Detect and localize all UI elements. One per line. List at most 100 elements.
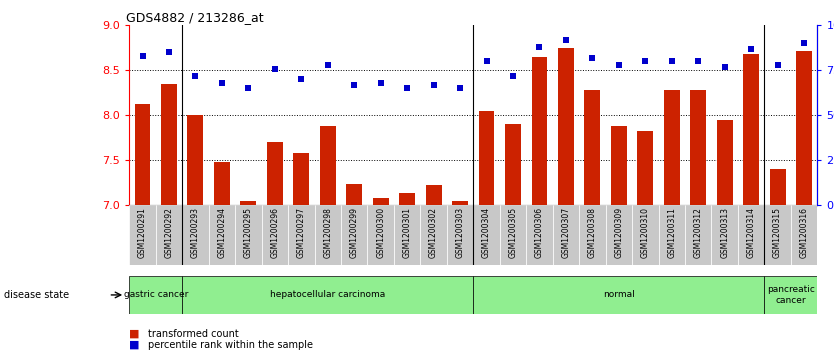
Bar [267, 142, 283, 205]
Text: percentile rank within the sample: percentile rank within the sample [148, 340, 313, 350]
Bar [262, 205, 288, 265]
Point [294, 77, 308, 82]
Point [348, 82, 361, 87]
Bar [294, 153, 309, 205]
Point [691, 58, 705, 64]
Bar [610, 126, 627, 205]
Point [718, 64, 731, 70]
Point [269, 66, 282, 72]
Text: disease state: disease state [4, 290, 69, 300]
Text: GSM1200311: GSM1200311 [667, 207, 676, 258]
Point [480, 58, 493, 64]
Text: GDS4882 / 213286_at: GDS4882 / 213286_at [126, 11, 264, 24]
Bar [474, 205, 500, 265]
Text: GSM1200314: GSM1200314 [746, 207, 756, 258]
Text: normal: normal [603, 290, 635, 299]
Text: GSM1200296: GSM1200296 [270, 207, 279, 258]
Bar [134, 105, 150, 205]
Bar [156, 205, 182, 265]
Point [136, 53, 149, 59]
Point [533, 44, 546, 50]
Bar [188, 115, 203, 205]
Bar [208, 205, 235, 265]
Point [454, 85, 467, 91]
Bar [319, 126, 335, 205]
Text: GSM1200301: GSM1200301 [403, 207, 412, 258]
Bar [796, 50, 812, 205]
Text: GSM1200298: GSM1200298 [324, 207, 332, 258]
Point [585, 55, 599, 61]
Text: transformed count: transformed count [148, 329, 239, 339]
Point [321, 62, 334, 68]
Text: GSM1200306: GSM1200306 [535, 207, 544, 258]
Bar [394, 205, 420, 265]
Text: ■: ■ [129, 329, 140, 339]
Bar [474, 276, 765, 314]
Bar [605, 205, 632, 265]
Bar [691, 90, 706, 205]
Bar [685, 205, 711, 265]
Text: GSM1200305: GSM1200305 [509, 207, 517, 258]
Text: GSM1200307: GSM1200307 [561, 207, 570, 258]
Text: GSM1200294: GSM1200294 [218, 207, 226, 258]
Text: GSM1200303: GSM1200303 [455, 207, 465, 258]
Bar [579, 205, 605, 265]
Text: GSM1200313: GSM1200313 [721, 207, 729, 258]
Point [745, 46, 758, 52]
Bar [182, 205, 208, 265]
Bar [341, 205, 368, 265]
Text: GSM1200293: GSM1200293 [191, 207, 200, 258]
Bar [346, 184, 362, 205]
Bar [314, 205, 341, 265]
Text: GSM1200316: GSM1200316 [800, 207, 809, 258]
Bar [182, 276, 474, 314]
Point [163, 49, 176, 55]
Bar [716, 120, 732, 205]
Text: GSM1200291: GSM1200291 [138, 207, 147, 258]
Text: ■: ■ [129, 340, 140, 350]
Bar [632, 205, 659, 265]
Bar [664, 90, 680, 205]
Point [188, 73, 202, 79]
Bar [399, 193, 415, 205]
Text: GSM1200295: GSM1200295 [244, 207, 253, 258]
Text: GSM1200304: GSM1200304 [482, 207, 491, 258]
Text: GSM1200302: GSM1200302 [430, 207, 438, 258]
Bar [791, 205, 817, 265]
Text: GSM1200292: GSM1200292 [164, 207, 173, 258]
Bar [129, 205, 156, 265]
Point [771, 62, 784, 68]
Bar [368, 205, 394, 265]
Point [560, 37, 573, 43]
Bar [743, 54, 759, 205]
Bar [161, 84, 177, 205]
Bar [288, 205, 314, 265]
Point [242, 85, 255, 91]
Text: GSM1200312: GSM1200312 [694, 207, 703, 258]
Text: GSM1200310: GSM1200310 [641, 207, 650, 258]
Text: gastric cancer: gastric cancer [123, 290, 188, 299]
Bar [558, 48, 574, 205]
Bar [425, 185, 441, 205]
Bar [447, 205, 474, 265]
Point [639, 58, 652, 64]
Bar [765, 276, 817, 314]
Bar [711, 205, 738, 265]
Text: GSM1200308: GSM1200308 [588, 207, 597, 258]
Text: GSM1200300: GSM1200300 [376, 207, 385, 258]
Bar [214, 162, 230, 205]
Point [215, 80, 229, 86]
Point [612, 62, 626, 68]
Bar [770, 169, 786, 205]
Bar [637, 131, 653, 205]
Bar [526, 205, 553, 265]
Point [506, 73, 520, 79]
Bar [500, 205, 526, 265]
Bar [420, 205, 447, 265]
Text: GSM1200309: GSM1200309 [615, 207, 623, 258]
Point [797, 41, 811, 46]
Bar [765, 205, 791, 265]
Text: GSM1200299: GSM1200299 [349, 207, 359, 258]
Text: GSM1200297: GSM1200297 [297, 207, 306, 258]
Bar [659, 205, 685, 265]
